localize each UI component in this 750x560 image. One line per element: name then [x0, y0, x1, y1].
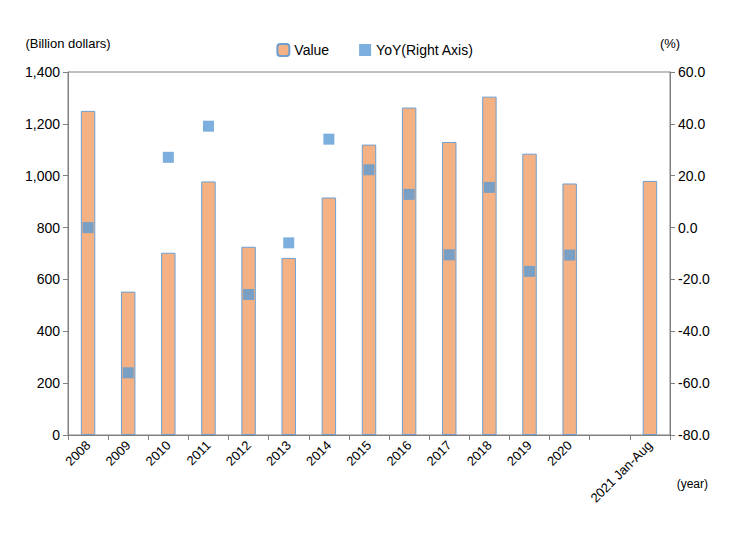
svg-text:600: 600 — [37, 271, 61, 287]
svg-text:2010: 2010 — [143, 438, 174, 469]
svg-text:-80.0: -80.0 — [678, 427, 710, 443]
svg-text:2019: 2019 — [504, 438, 535, 469]
svg-text:-60.0: -60.0 — [678, 375, 710, 391]
svg-text:20.0: 20.0 — [678, 168, 705, 184]
svg-text:YoY(Right Axis): YoY(Right Axis) — [376, 42, 473, 58]
svg-text:40.0: 40.0 — [678, 116, 705, 132]
svg-text:-40.0: -40.0 — [678, 323, 710, 339]
svg-text:2015: 2015 — [343, 438, 374, 469]
svg-text:2020: 2020 — [544, 438, 575, 469]
svg-text:2014: 2014 — [303, 438, 334, 469]
svg-text:-20.0: -20.0 — [678, 271, 710, 287]
svg-text:(year): (year) — [677, 477, 708, 491]
svg-text:2016: 2016 — [383, 438, 414, 469]
svg-text:800: 800 — [37, 220, 61, 236]
svg-text:1,200: 1,200 — [25, 116, 60, 132]
svg-text:2011: 2011 — [183, 438, 213, 468]
svg-text:2021 Jan-Aug: 2021 Jan-Aug — [587, 438, 655, 506]
svg-text:Value: Value — [294, 42, 329, 58]
svg-text:0.0: 0.0 — [678, 220, 698, 236]
svg-text:0: 0 — [52, 427, 60, 443]
svg-text:2009: 2009 — [102, 438, 133, 469]
svg-text:2008: 2008 — [62, 438, 93, 469]
svg-text:60.0: 60.0 — [678, 64, 705, 80]
svg-text:200: 200 — [37, 375, 61, 391]
svg-text:2017: 2017 — [424, 438, 455, 469]
svg-text:1,400: 1,400 — [25, 64, 60, 80]
svg-text:2013: 2013 — [263, 438, 294, 469]
svg-text:2012: 2012 — [223, 438, 254, 469]
svg-text:(Billion dollars): (Billion dollars) — [25, 36, 110, 51]
svg-text:400: 400 — [37, 323, 61, 339]
svg-text:(%): (%) — [660, 36, 680, 51]
svg-text:1,000: 1,000 — [25, 168, 60, 184]
svg-text:2018: 2018 — [464, 438, 495, 469]
